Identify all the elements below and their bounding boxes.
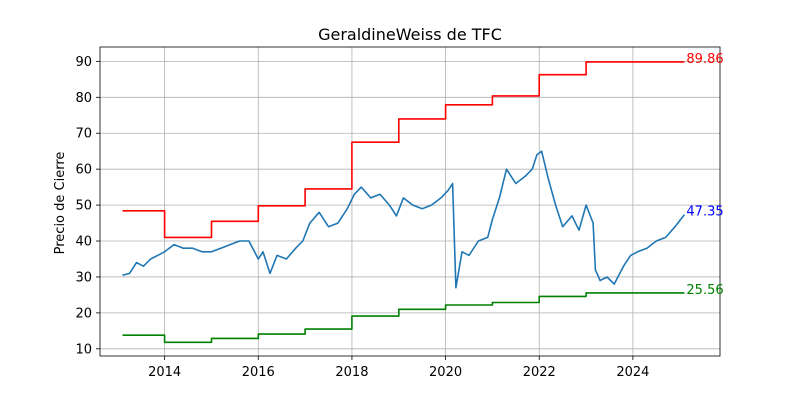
series-group (122, 61, 686, 344)
ticks: 2014 2016 2018 2020 2022 2024 10 20 30 40 50 60 70 80… (75, 55, 649, 380)
lower-band-line (122, 292, 685, 344)
x-tick-label: 2014 (148, 365, 181, 380)
lower-end-label: 25.56 (686, 283, 723, 298)
y-tick-label: 80 (75, 91, 92, 106)
upper-band-line (122, 61, 685, 239)
chart-title: GeraldineWeiss de TFC (318, 25, 502, 44)
y-tick-label: 10 (75, 342, 92, 357)
end-labels: 47.35 89.86 25.56 (686, 52, 723, 298)
x-tick-label: 2022 (523, 365, 556, 380)
y-tick-label: 70 (75, 127, 92, 142)
price-end-label: 47.35 (686, 205, 723, 220)
y-axis-label: Precio de Cierre (53, 152, 68, 255)
y-tick-label: 30 (75, 270, 92, 285)
x-tick-label: 2024 (616, 365, 649, 380)
price-line (122, 150, 686, 289)
plot-frame (99, 46, 721, 357)
grid (100, 47, 720, 356)
upper-end-label: 89.86 (686, 52, 723, 67)
y-tick-label: 90 (75, 55, 92, 70)
y-tick-label: 40 (75, 235, 92, 250)
y-tick-label: 50 (75, 199, 92, 214)
y-tick-label: 60 (75, 163, 92, 178)
x-tick-label: 2020 (429, 365, 462, 380)
y-tick-label: 20 (75, 306, 92, 321)
x-tick-label: 2016 (242, 365, 275, 380)
x-tick-label: 2018 (335, 365, 368, 380)
